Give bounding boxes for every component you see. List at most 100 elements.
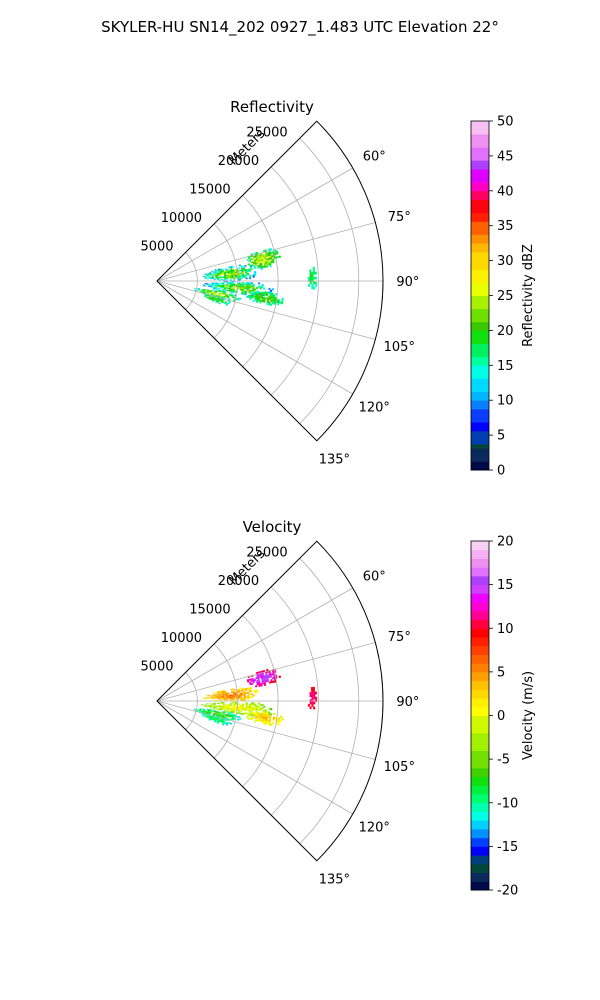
velocity-echo-cell xyxy=(254,720,257,723)
velocity-echo-cell xyxy=(209,706,212,709)
velocity-echo-cell xyxy=(259,708,262,712)
reflectivity-echo-cell xyxy=(269,303,273,306)
velocity-echo-cell xyxy=(269,675,272,678)
velocity-colorbar-segment xyxy=(471,554,489,559)
velocity-colorbar-segment xyxy=(471,868,489,874)
velocity-echo-cell xyxy=(229,708,232,711)
reflectivity-echo-cell xyxy=(202,276,205,278)
reflectivity-echo-cell xyxy=(225,284,229,286)
velocity-angle-gridline xyxy=(156,700,353,815)
velocity-echo-cell xyxy=(273,712,276,716)
velocity-colorbar-tick-label: 20 xyxy=(497,535,514,550)
reflectivity-echo-cell xyxy=(218,282,222,285)
velocity-echo-cell xyxy=(314,691,317,695)
velocity-echo-cell xyxy=(213,710,216,713)
velocity-echo-cell xyxy=(227,697,230,699)
reflectivity-radial-tick-label: 5000 xyxy=(140,239,173,254)
reflectivity-echo-cell xyxy=(216,269,219,272)
reflectivity-colorbar-tick-label: 30 xyxy=(497,254,514,269)
velocity-colorbar-segment xyxy=(471,541,489,546)
reflectivity-echo-cell xyxy=(225,303,228,306)
reflectivity-echo-cell xyxy=(311,279,314,282)
velocity-colorbar-segment xyxy=(471,606,489,612)
velocity-colorbar-segment xyxy=(471,706,489,712)
velocity-echo-cell xyxy=(216,712,220,714)
reflectivity-echo-cell xyxy=(313,281,316,285)
reflectivity-colorbar-tick-label: 40 xyxy=(497,184,514,199)
velocity-echo-region xyxy=(307,686,318,710)
reflectivity-angle-tick-label: 105° xyxy=(384,340,415,355)
velocity-colorbar-segment xyxy=(471,610,489,616)
reflectivity-echo-cell xyxy=(251,257,255,261)
reflectivity-colorbar-segment xyxy=(471,400,489,406)
velocity-echo-cell xyxy=(254,703,257,706)
velocity-echo-cell xyxy=(208,694,211,697)
velocity-echo-cell xyxy=(271,722,275,725)
velocity-colorbar-segment xyxy=(471,632,489,638)
reflectivity-colorbar-segment xyxy=(471,461,489,467)
reflectivity-angle-tick-label: 75° xyxy=(388,210,411,225)
velocity-sector-frame xyxy=(156,540,384,862)
reflectivity-colorbar-tick-label: 35 xyxy=(497,219,514,234)
reflectivity-echo-cell xyxy=(215,291,218,294)
reflectivity-echo-cell xyxy=(211,300,215,302)
reflectivity-echo-cell xyxy=(208,275,211,277)
velocity-echo-cell xyxy=(224,711,227,714)
reflectivity-colorbar-segment xyxy=(471,360,489,366)
reflectivity-echo-cell xyxy=(248,274,252,277)
reflectivity-echo-cell xyxy=(250,286,253,289)
velocity-radial-tick-label: 20000 xyxy=(218,574,259,589)
reflectivity-echo-cell xyxy=(218,279,222,281)
reflectivity-echo-cell xyxy=(215,284,218,286)
velocity-echo-cell xyxy=(258,702,261,705)
reflectivity-echo-cell xyxy=(213,287,216,290)
reflectivity-echo-cell xyxy=(314,284,318,288)
reflectivity-echo-cell xyxy=(252,274,255,277)
reflectivity-echo-cell xyxy=(204,285,207,287)
velocity-colorbar-segment xyxy=(471,545,489,551)
velocity-colorbar-segment xyxy=(471,588,489,594)
velocity-echo-cell xyxy=(261,707,264,710)
reflectivity-echo-cell xyxy=(245,287,248,290)
reflectivity-echo-cell xyxy=(314,271,317,275)
velocity-echo-cell xyxy=(250,702,254,705)
reflectivity-echo-cell xyxy=(204,277,207,279)
velocity-echo-cell xyxy=(241,708,244,711)
reflectivity-echo-cell xyxy=(210,277,213,280)
reflectivity-colorbar-segment xyxy=(471,448,489,454)
reflectivity-echo-cell xyxy=(254,270,257,273)
reflectivity-echo-cell xyxy=(243,274,246,277)
velocity-echo-cell xyxy=(206,694,209,696)
velocity-echo-region xyxy=(246,668,282,688)
velocity-colorbar-segment xyxy=(471,746,489,751)
reflectivity-echo-cell xyxy=(242,282,245,284)
reflectivity-echo-cell xyxy=(222,287,225,289)
velocity-colorbar-segment xyxy=(471,724,489,730)
reflectivity-echo-cell xyxy=(259,285,262,288)
reflectivity-echo-cell xyxy=(246,289,250,292)
velocity-echo-cell xyxy=(280,715,283,719)
velocity-colorbar-segment xyxy=(471,676,489,682)
velocity-echo-cell xyxy=(231,702,234,704)
reflectivity-echo-cell xyxy=(313,286,316,290)
reflectivity-echo-cell xyxy=(214,288,218,290)
reflectivity-colorbar-segment xyxy=(471,343,489,349)
reflectivity-echo-cell xyxy=(231,285,234,288)
velocity-echo-cell xyxy=(269,713,272,716)
velocity-colorbar-segment xyxy=(471,549,489,555)
reflectivity-colorbar-segment xyxy=(471,134,489,139)
reflectivity-echo-cell xyxy=(314,276,318,280)
velocity-colorbar-segment xyxy=(471,728,489,734)
reflectivity-colorbar-segment xyxy=(471,356,489,362)
reflectivity-echo-cell xyxy=(248,270,251,272)
velocity-echo-cell xyxy=(224,694,227,696)
velocity-echo-cell xyxy=(251,682,254,685)
reflectivity-echo-cell xyxy=(240,275,243,277)
velocity-echo-region xyxy=(202,687,259,703)
velocity-echo-cell xyxy=(239,707,243,710)
reflectivity-radial-tick-label: 10000 xyxy=(161,211,202,226)
reflectivity-colorbar-segment xyxy=(471,308,489,314)
velocity-echo-cell xyxy=(213,703,216,705)
velocity-echo-cell xyxy=(254,706,257,709)
velocity-echo-cell xyxy=(315,699,318,702)
